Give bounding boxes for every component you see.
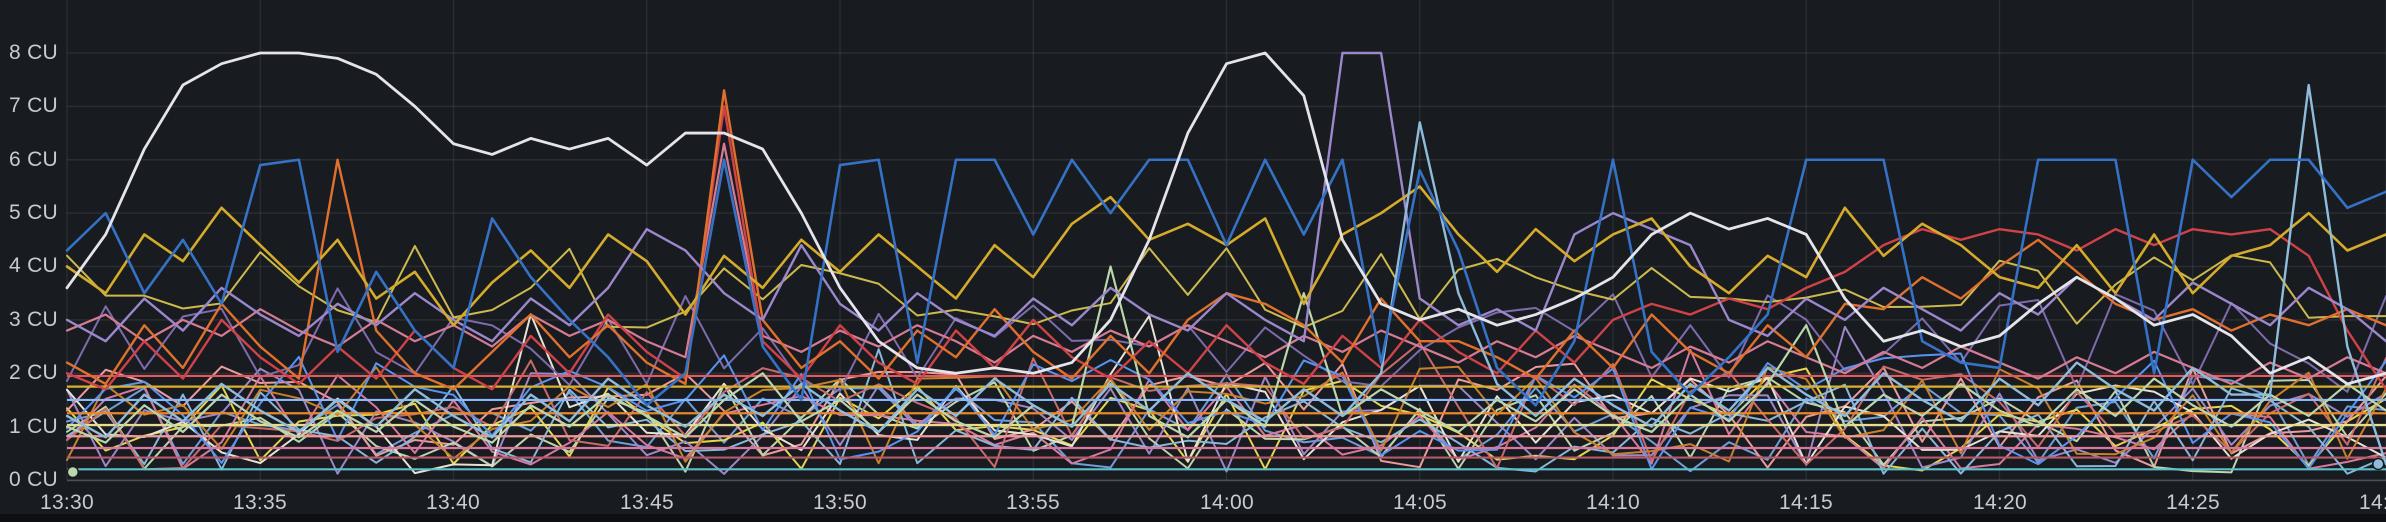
x-axis-label: 14:00 bbox=[1199, 491, 1255, 514]
series-line-series-blue bbox=[65, 158, 2386, 407]
x-axis-label: 13:30 bbox=[39, 491, 95, 514]
series-point-marker-end-point bbox=[2372, 457, 2385, 471]
x-axis-label: 13:45 bbox=[619, 491, 675, 514]
x-axis-label: 13:50 bbox=[812, 491, 868, 514]
series-line-series-lavender bbox=[65, 51, 2386, 343]
y-axis-label: 0 CU bbox=[8, 468, 58, 491]
x-axis-label: 13:40 bbox=[425, 491, 481, 514]
series-line-noise-olive bbox=[66, 244, 2386, 329]
y-axis-label: 1 CU bbox=[8, 415, 58, 438]
x-axis-label: 14:30 bbox=[2358, 491, 2386, 514]
y-axis-label: 7 CU bbox=[8, 94, 58, 117]
y-axis-label: 3 CU bbox=[8, 308, 58, 331]
x-axis-label: 14:25 bbox=[2165, 491, 2221, 514]
y-axis-label: 8 CU bbox=[8, 41, 58, 64]
x-axis-label: 14:15 bbox=[1778, 491, 1834, 514]
series-line-series-lightsteel bbox=[65, 83, 2386, 466]
series-point-marker-start-point bbox=[66, 465, 80, 479]
x-axis-label: 14:20 bbox=[1972, 491, 2028, 514]
series-line-noise-brightblue bbox=[66, 352, 2386, 471]
x-axis-label: 14:10 bbox=[1585, 491, 1641, 514]
series-line-noise-green bbox=[66, 376, 2386, 474]
y-axis-label: 5 CU bbox=[8, 201, 58, 224]
x-axis-label: 13:55 bbox=[1005, 491, 1061, 514]
panel-bottom-edge bbox=[0, 514, 2386, 522]
series-line-series-white bbox=[65, 51, 2386, 386]
x-axis-label: 14:05 bbox=[1392, 491, 1448, 514]
y-axis-label: 4 CU bbox=[8, 254, 58, 277]
y-axis-label: 6 CU bbox=[8, 148, 58, 171]
series-line-noise-darkred bbox=[66, 341, 2386, 471]
x-axis-label: 13:35 bbox=[232, 491, 288, 514]
y-axis-label: 2 CU bbox=[8, 361, 58, 384]
